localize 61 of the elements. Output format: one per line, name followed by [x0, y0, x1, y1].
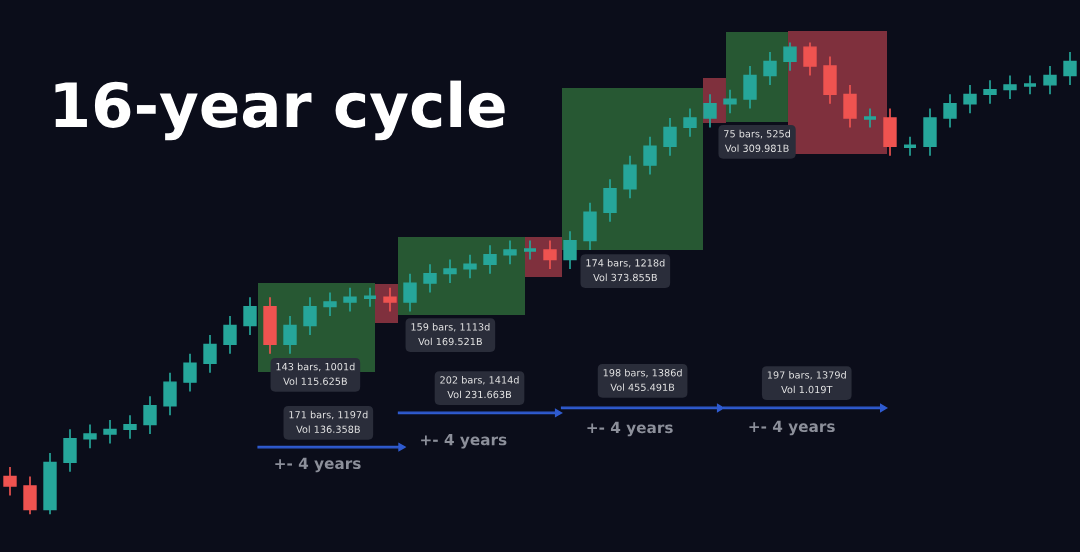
candlestick	[623, 154, 637, 199]
candlestick	[683, 107, 697, 138]
candlestick	[743, 65, 757, 110]
annotation: 159 bars, 1113d Vol 169.521B	[411, 323, 490, 346]
candlestick	[943, 93, 957, 129]
candlestick	[703, 93, 717, 129]
candlestick	[403, 272, 417, 313]
annotation: 197 bars, 1379d Vol 1.019T	[767, 371, 846, 394]
candlestick	[283, 315, 297, 355]
candlestick	[143, 395, 157, 435]
candlestick	[3, 466, 17, 497]
candlestick	[483, 244, 497, 275]
candlestick	[723, 88, 737, 115]
candlestick	[963, 84, 977, 115]
candlestick	[763, 51, 777, 86]
annotation: 174 bars, 1218d Vol 373.855B	[586, 259, 665, 282]
candlestick	[103, 419, 117, 445]
candlestick	[1003, 74, 1017, 100]
candlestick	[902, 135, 918, 157]
candlestick	[543, 239, 557, 270]
candlestick	[843, 84, 857, 129]
annotation: +- 4 years	[587, 421, 673, 437]
annotation: 143 bars, 1001d Vol 115.625B	[276, 362, 355, 385]
candlestick	[362, 286, 378, 308]
candlestick	[183, 353, 197, 393]
candlestick	[423, 263, 437, 294]
candlestick	[1022, 74, 1038, 96]
candlestick	[163, 371, 177, 417]
candlestick	[643, 135, 657, 176]
candlestick	[203, 334, 217, 374]
annotation: +- 4 years	[749, 420, 835, 436]
candlestick	[1063, 51, 1077, 86]
annotation: +- 4 years	[421, 434, 507, 449]
candlestick	[563, 230, 577, 270]
candlestick	[503, 239, 517, 266]
candlestick	[603, 178, 617, 223]
annotation: 171 bars, 1197d Vol 136.358B	[289, 410, 368, 433]
annotation: +- 4 years	[275, 457, 361, 473]
candlestick	[323, 291, 337, 317]
annotation: 198 bars, 1386d Vol 455.491B	[603, 368, 682, 391]
candlestick	[123, 414, 137, 440]
candlestick	[243, 296, 257, 336]
candlestick	[343, 286, 357, 313]
candlestick	[83, 423, 97, 450]
candlestick	[522, 239, 538, 261]
annotation: 202 bars, 1414d Vol 231.663B	[440, 376, 519, 399]
candlestick	[383, 286, 397, 313]
candlestick	[663, 117, 677, 157]
candlestick	[983, 79, 997, 105]
text: 16-year cycle	[55, 80, 505, 141]
candlestick	[463, 253, 477, 280]
candlestick	[63, 428, 77, 473]
annotation: 75 bars, 525d Vol 309.981B	[724, 129, 790, 152]
candlestick	[223, 315, 237, 355]
candlestick	[1043, 65, 1057, 96]
candlestick	[803, 41, 817, 77]
candlestick	[303, 296, 317, 336]
candlestick	[23, 475, 37, 516]
candlestick	[783, 41, 797, 72]
candlestick	[862, 107, 878, 129]
candlestick	[443, 258, 457, 284]
